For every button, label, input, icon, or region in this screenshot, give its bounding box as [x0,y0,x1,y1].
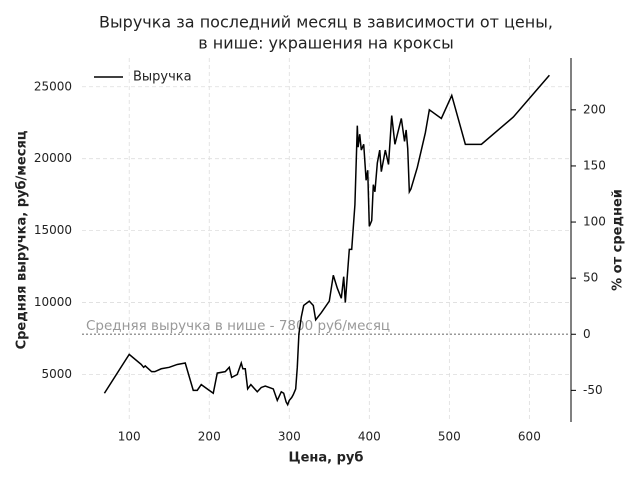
x-tick-label: 100 [118,430,141,444]
y-tick-label: 15000 [34,223,72,237]
y-tick-label: 10000 [34,295,72,309]
legend-label: Выручка [133,70,192,85]
data-line [103,74,550,407]
y-tick-label: 25000 [34,79,72,93]
y2-tick-label: 200 [583,102,606,116]
x-tick-label: 300 [278,430,301,444]
chart-title: Выручка за последний месяц в зависимости… [99,13,553,32]
x-tick-label: 500 [438,430,461,444]
x-tick-label: 200 [198,430,221,444]
y2-tick-label: 150 [583,158,606,172]
x-tick-label: 600 [518,430,541,444]
average-label: Средняя выручка в нише - 7800 руб/месяц [86,318,390,334]
y-tick-label: 20000 [34,151,72,165]
y2-tick-label: 0 [583,327,591,341]
y2-axis-label: % от средней [611,189,626,291]
y-axis-label: Средняя выручка, руб/месяц [15,130,30,349]
x-axis-label: Цена, руб [289,451,364,466]
y-tick-label: 5000 [41,367,72,381]
y2-tick-label: 50 [583,271,598,285]
y2-tick-label: 100 [583,215,606,229]
chart-title: в нише: украшения на кроксы [198,34,454,53]
y2-tick-label: -50 [583,383,603,397]
x-tick-label: 400 [358,430,381,444]
